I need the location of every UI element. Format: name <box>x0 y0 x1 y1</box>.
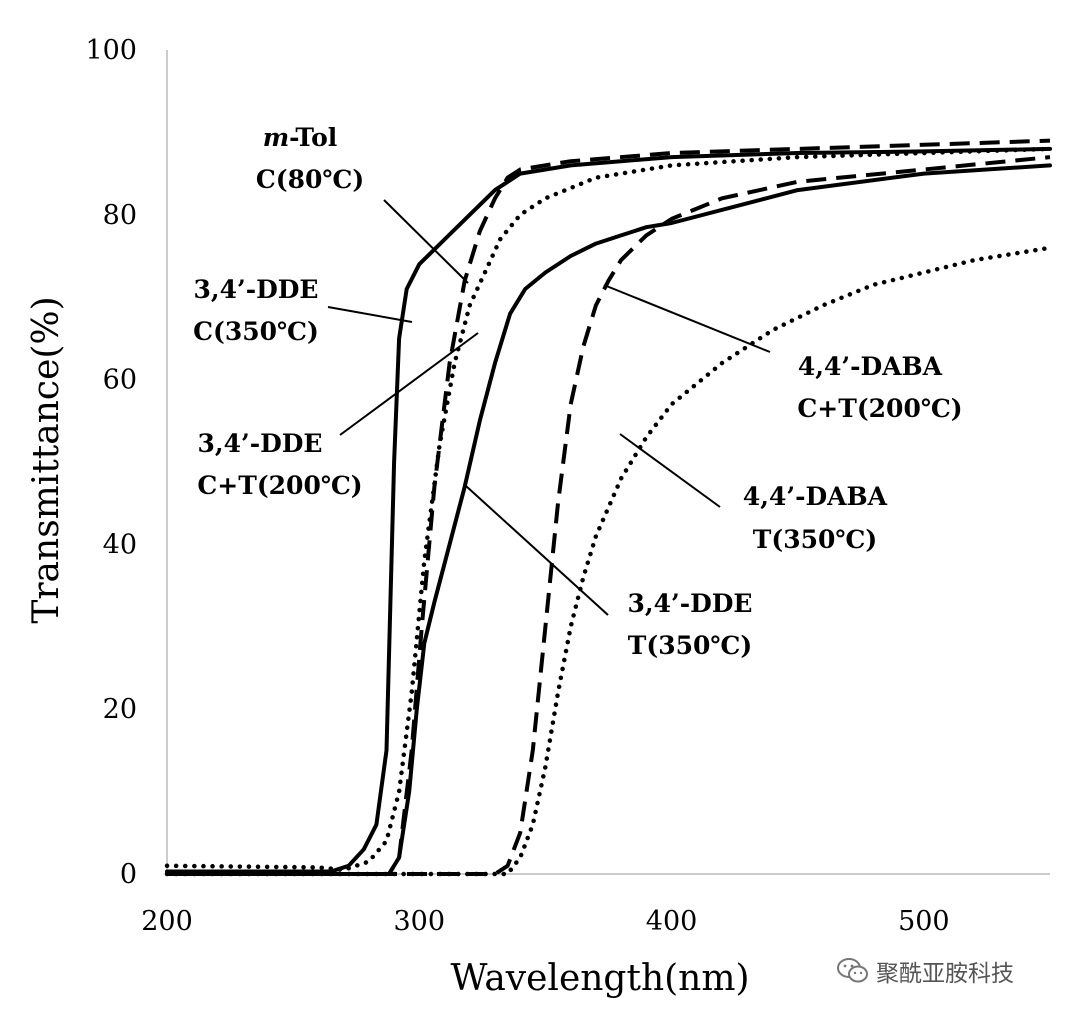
watermark-text: 聚酰亚胺科技 <box>876 961 1014 987</box>
y-tick-label: 100 <box>85 35 137 66</box>
label-dde-t350-cond: T(350℃) <box>628 631 752 660</box>
x-tick-label: 200 <box>141 906 193 937</box>
x-tick-label: 500 <box>898 906 950 937</box>
label-daba-t350: 4,4’-DABA <box>743 482 888 511</box>
y-axis-title: Transmittance(%) <box>26 296 67 623</box>
leader-dde-t350 <box>465 485 609 616</box>
series-line-5 <box>164 245 1053 877</box>
leader-dde-c350 <box>327 306 413 323</box>
wechat-icon <box>837 958 868 983</box>
x-tick-label: 400 <box>646 906 698 937</box>
label-daba-t350-cond: T(350℃) <box>753 525 877 554</box>
leader-lines <box>327 199 771 616</box>
label-daba-ct200: 4,4’-DABA <box>798 352 943 381</box>
series-line-1 <box>165 146 1052 874</box>
x-tick-labels: 200 300 400 500 <box>141 906 949 937</box>
label-m-tol-cond: C(80℃) <box>256 165 364 194</box>
label-dde-t350: 3,4’-DDE <box>628 589 753 618</box>
label-dde-ct200: 3,4’-DDE <box>198 429 323 458</box>
leader-m-tol <box>383 199 469 284</box>
series-line-2 <box>164 146 1053 873</box>
series-line-3 <box>165 163 1052 876</box>
label-dde-c350: 3,4’-DDE <box>194 275 319 304</box>
label-m-tol: m-Tol <box>263 123 338 152</box>
label-dde-c350-cond: C(350℃) <box>193 317 319 346</box>
y-tick-label: 40 <box>103 529 137 560</box>
y-tick-label: 0 <box>120 859 137 890</box>
leader-dde-ct200 <box>339 332 479 436</box>
series-line-4 <box>167 155 1051 876</box>
leader-daba-ct200 <box>603 284 771 353</box>
series-group <box>164 138 1053 877</box>
y-tick-label: 80 <box>103 200 137 231</box>
label-daba-ct200-cond: C+T(200℃) <box>797 394 962 423</box>
y-tick-label: 20 <box>103 694 137 725</box>
x-tick-label: 300 <box>394 906 446 937</box>
y-tick-labels: 0 20 40 60 80 100 <box>85 35 137 890</box>
series-line-0 <box>167 138 1051 876</box>
y-tick-label: 60 <box>103 365 137 396</box>
watermark: 聚酰亚胺科技 <box>836 954 1014 988</box>
label-dde-ct200-cond: C+T(200℃) <box>197 471 362 500</box>
x-axis-title: Wavelength(nm) <box>450 958 749 999</box>
leader-daba-t350 <box>619 433 721 508</box>
